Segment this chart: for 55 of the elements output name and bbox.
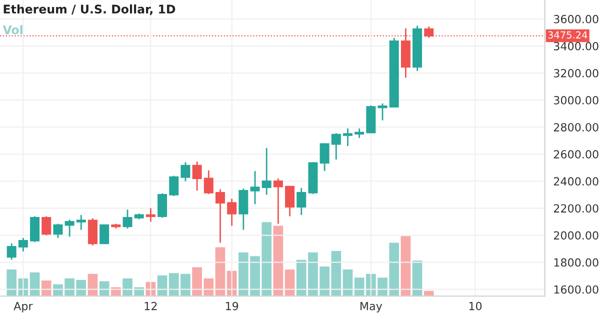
y-tick-label: 2200.00 <box>554 204 598 213</box>
y-tick-label: 3600.00 <box>554 14 598 24</box>
bar <box>41 280 52 296</box>
candlestick <box>122 208 132 230</box>
candlestick <box>180 162 190 182</box>
candlestick <box>320 142 330 172</box>
candlestick <box>342 128 352 147</box>
candlestick <box>88 218 98 246</box>
candlestick <box>331 132 341 160</box>
ref-line-label: 3475.24 <box>548 31 588 39</box>
x-tick-label: Apr <box>14 302 33 312</box>
candlestick <box>273 178 283 224</box>
candlestick <box>30 216 40 243</box>
candlestick <box>378 102 388 122</box>
x-tick-label: 19 <box>226 302 238 310</box>
candlestick <box>354 128 364 139</box>
x-tick-label: May <box>360 302 382 312</box>
candlestick <box>250 170 260 205</box>
bar <box>342 269 353 296</box>
candlestick <box>76 214 86 231</box>
candlestick <box>204 170 214 195</box>
candlestick <box>6 242 16 260</box>
y-tick-label: 3200.00 <box>554 68 598 78</box>
y-tick-label: 2600.00 <box>554 150 598 159</box>
y-tick-label: 1600.00 <box>554 285 598 294</box>
y-tick-label: 1800.00 <box>554 258 598 267</box>
x-tick-label: 12 <box>144 302 157 310</box>
candlestick <box>64 219 74 238</box>
y-tick-label: 2000.00 <box>554 231 598 240</box>
y-tick-label: 2400.00 <box>554 177 598 186</box>
candlestick <box>215 188 225 244</box>
candlestick <box>18 237 28 252</box>
bar <box>30 272 40 296</box>
candlestick <box>285 185 295 218</box>
bar <box>400 236 411 296</box>
candlestick <box>227 198 237 226</box>
candlestick <box>296 187 306 216</box>
bar <box>273 226 284 296</box>
x-tick-label: 10 <box>469 302 482 310</box>
y-tick-label: 3400.00 <box>554 42 598 50</box>
bar <box>6 269 17 296</box>
text: Vol <box>2 25 22 34</box>
candlestick <box>42 216 52 236</box>
candlestick <box>262 147 272 196</box>
candlestick <box>158 192 168 218</box>
y-tick-label: 3000.00 <box>554 96 598 104</box>
chart-title: Ethereum / U.S. Dollar, 1D <box>4 4 176 16</box>
y-tick-label: 2800.00 <box>554 123 598 132</box>
candlestick <box>192 160 202 192</box>
candlestick <box>169 175 179 197</box>
bar <box>284 269 295 296</box>
bar <box>215 247 226 296</box>
candlestick <box>53 223 63 239</box>
candlestick <box>146 208 156 222</box>
candlestick <box>238 188 248 231</box>
